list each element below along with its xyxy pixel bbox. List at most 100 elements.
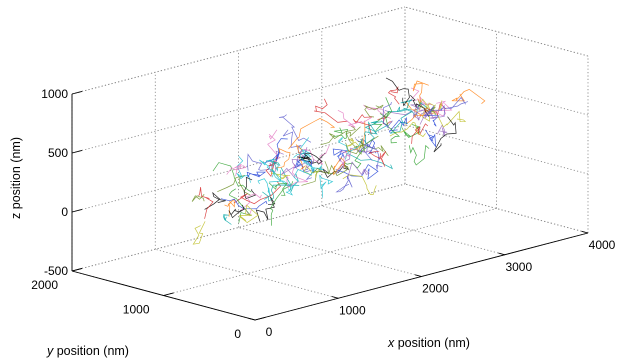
trajectory-line xyxy=(411,123,429,144)
x-tick-label: 0 xyxy=(266,325,273,339)
trajectory-line xyxy=(451,89,486,104)
trajectory-line xyxy=(371,97,393,132)
trajectory-line xyxy=(424,100,443,113)
z-tick-mark xyxy=(71,149,83,154)
trajectory-line xyxy=(262,184,300,202)
trajectory-line xyxy=(291,146,308,170)
trajectory-line xyxy=(228,204,245,219)
trajectory-line xyxy=(364,104,384,118)
trajectory-line xyxy=(368,150,387,167)
trajectory-line xyxy=(417,110,445,121)
grid-line xyxy=(155,248,339,299)
trajectory-line xyxy=(243,176,256,199)
x-tick-label: 2000 xyxy=(422,282,449,296)
y-tick-label: 1000 xyxy=(123,303,150,317)
trajectory-line xyxy=(425,129,437,148)
trajectory-line xyxy=(355,139,383,170)
trajectory-line xyxy=(333,127,349,140)
trajectory-line xyxy=(238,204,259,224)
z-tick-mark xyxy=(71,267,83,272)
trajectory-line xyxy=(191,194,205,202)
trajectory-line xyxy=(296,152,323,165)
trajectory-line xyxy=(385,77,410,107)
trajectory-line xyxy=(396,99,413,112)
grid-line xyxy=(404,65,589,116)
trajectory-line xyxy=(388,116,408,134)
trajectory-line xyxy=(285,167,315,196)
grid-line xyxy=(238,227,422,277)
trajectory-line xyxy=(320,125,356,146)
z-tick-label: -500 xyxy=(44,264,68,278)
trajectory-line xyxy=(445,96,469,109)
trajectory-line xyxy=(408,144,430,166)
trajectory-line xyxy=(418,100,437,115)
trajectory-line xyxy=(303,165,321,179)
trajectory-line xyxy=(412,80,429,105)
trajectory-line xyxy=(405,101,422,117)
z-tick-label: 500 xyxy=(48,146,68,160)
axis-lines xyxy=(71,90,589,321)
trajectory-line xyxy=(255,196,276,222)
trajectory-line xyxy=(433,100,453,117)
trajectory-line xyxy=(384,104,425,115)
trajectory-line xyxy=(233,181,281,205)
trajectory-line xyxy=(424,103,447,117)
trajectory-line xyxy=(335,164,379,180)
trajectory-line xyxy=(324,161,350,177)
x-tick-mark xyxy=(248,317,256,321)
trajectory-line xyxy=(303,145,330,165)
trajectory-line xyxy=(342,174,377,195)
trajectory-line xyxy=(346,137,359,147)
trajectory-line xyxy=(229,188,252,223)
trajectory-line xyxy=(269,181,294,226)
x-tick-mark xyxy=(414,274,422,277)
trajectory-line xyxy=(268,182,288,196)
trajectory-line xyxy=(352,114,372,134)
z-tick-mark xyxy=(71,90,83,95)
trajectory-line xyxy=(295,143,306,170)
trajectory-line xyxy=(319,174,334,198)
trajectory-line xyxy=(345,152,394,170)
trajectory-line xyxy=(217,175,251,196)
x-tick-mark xyxy=(581,230,589,234)
trajectory-traces xyxy=(191,77,486,245)
trajectory-line xyxy=(337,136,363,153)
trajectory-line xyxy=(413,104,425,121)
trajectory-line xyxy=(204,191,226,210)
grid-line xyxy=(321,205,505,256)
x-tick-label: 1000 xyxy=(339,303,366,317)
z-axis-title: z position (nm) xyxy=(9,137,23,219)
trajectory-line xyxy=(427,104,445,117)
trajectory-line xyxy=(387,86,400,105)
trajectory-line xyxy=(337,109,372,128)
trajectory-line xyxy=(223,214,232,225)
trajectory-line xyxy=(246,171,267,179)
trajectory-line xyxy=(267,129,280,165)
z-tick-mark xyxy=(71,208,83,213)
y-tick-mark xyxy=(163,292,174,296)
trajectory-line xyxy=(347,161,370,179)
trajectory-line xyxy=(433,116,457,153)
y-tick-label: 2000 xyxy=(31,278,58,292)
grid-line xyxy=(404,6,589,57)
z-tick-label: 1000 xyxy=(41,87,68,101)
trajectory-line xyxy=(379,113,401,144)
trajectory-line xyxy=(389,121,426,138)
x-axis-title: x position (nm) xyxy=(387,336,470,350)
trajectory-line xyxy=(192,221,206,245)
trajectory-line xyxy=(364,120,388,133)
trajectory-line xyxy=(286,163,308,188)
trajectory-line xyxy=(276,147,291,169)
grid-line xyxy=(404,183,589,234)
y-tick-label: 0 xyxy=(234,327,241,341)
trajectory-line xyxy=(332,148,349,162)
trajectory-line xyxy=(345,138,365,155)
trajectory-line xyxy=(409,87,433,107)
trajectory-line xyxy=(339,150,350,169)
z-tick-label: 0 xyxy=(61,205,68,219)
trajectory-line xyxy=(345,120,366,153)
trajectory-line xyxy=(419,111,434,125)
trajectory-line xyxy=(279,114,312,143)
